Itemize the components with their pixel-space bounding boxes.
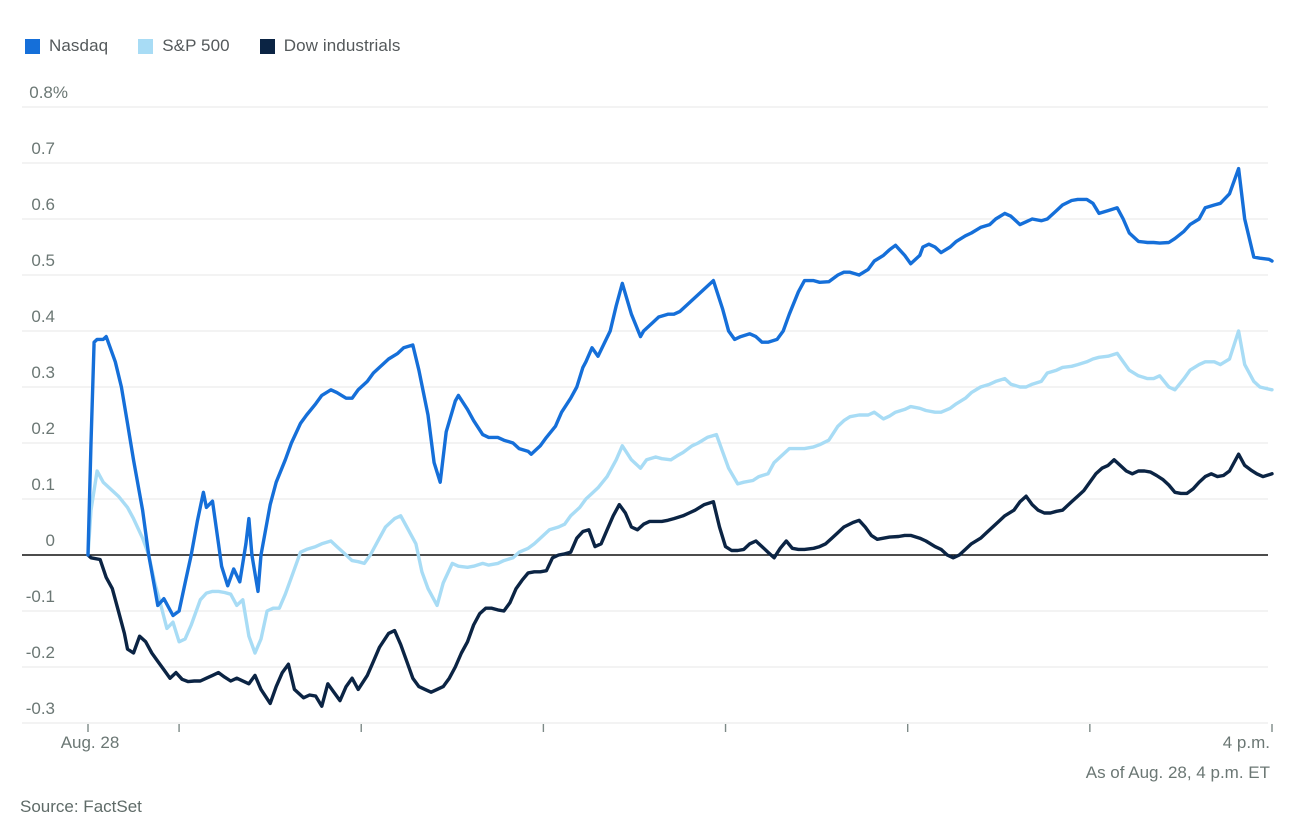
y-axis-label: -0.2: [25, 643, 55, 662]
legend-label: Nasdaq: [49, 36, 109, 55]
s-p-500-line: [86, 329, 1274, 655]
x-axis-label-start: Aug. 28: [60, 733, 120, 752]
y-axis-label: 0: [45, 531, 55, 550]
y-axis-label: 0.7: [31, 139, 55, 158]
y-axis-label: 0.8%: [29, 83, 68, 102]
legend-item-s-p-500: S&P 500: [138, 36, 230, 56]
legend-item-nasdaq: Nasdaq: [25, 36, 108, 56]
chart-legend: Nasdaq S&P 500 Dow industrials: [25, 36, 430, 56]
legend-swatch-icon: [138, 38, 154, 54]
y-axis-label: 0.2: [31, 419, 55, 438]
as-of-note: As of Aug. 28, 4 p.m. ET: [1085, 763, 1270, 782]
legend-swatch-icon: [259, 38, 275, 54]
y-axis-label: 0.4: [31, 307, 55, 326]
y-axis-label: -0.3: [25, 699, 55, 718]
y-axis-label: -0.1: [25, 587, 55, 606]
x-axis-label-end: 4 p.m.: [1222, 733, 1270, 752]
legend-swatch-icon: [25, 38, 40, 54]
legend-item-dow-industrials: Dow industrials: [259, 36, 401, 56]
y-axis-label: 0.3: [31, 363, 55, 382]
legend-label: S&P 500: [162, 36, 230, 55]
nasdaq-line: [86, 166, 1274, 618]
y-axis-label: 0.5: [31, 251, 55, 270]
y-axis-label: 0.1: [31, 475, 55, 494]
legend-label: Dow industrials: [283, 36, 401, 55]
source-note: Source: FactSet: [20, 797, 142, 816]
dow-industrials-line: [86, 452, 1274, 708]
y-axis-label: 0.6: [31, 195, 55, 214]
